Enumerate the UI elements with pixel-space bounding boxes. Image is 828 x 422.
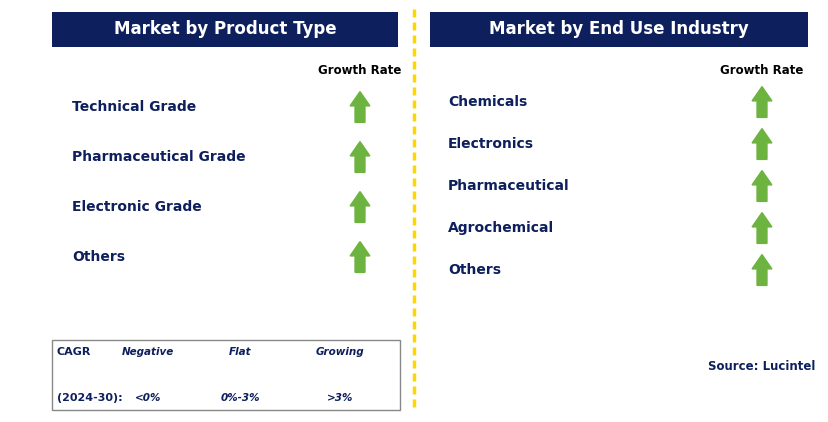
Text: Market by Product Type: Market by Product Type — [113, 21, 336, 38]
Text: Growing: Growing — [315, 347, 363, 357]
Text: Others: Others — [72, 250, 125, 264]
Text: Growth Rate: Growth Rate — [318, 63, 402, 76]
FancyBboxPatch shape — [52, 340, 400, 410]
Text: Negative: Negative — [122, 347, 174, 357]
Text: Electronics: Electronics — [447, 137, 533, 151]
Polygon shape — [751, 129, 771, 160]
Text: >3%: >3% — [326, 393, 353, 403]
Polygon shape — [371, 365, 384, 385]
Text: CAGR: CAGR — [57, 347, 91, 357]
Polygon shape — [751, 254, 771, 285]
Text: Flat: Flat — [229, 347, 251, 357]
Text: Pharmaceutical: Pharmaceutical — [447, 179, 569, 193]
FancyBboxPatch shape — [430, 12, 807, 47]
FancyBboxPatch shape — [52, 12, 397, 47]
Polygon shape — [751, 213, 771, 243]
Text: Agrochemical: Agrochemical — [447, 221, 553, 235]
Text: (2024-30):: (2024-30): — [57, 393, 123, 403]
Polygon shape — [751, 87, 771, 117]
Polygon shape — [349, 242, 369, 272]
Text: <0%: <0% — [135, 393, 161, 403]
Text: Market by End Use Industry: Market by End Use Industry — [489, 21, 748, 38]
Polygon shape — [265, 368, 288, 381]
Text: Others: Others — [447, 263, 500, 277]
Polygon shape — [349, 92, 369, 122]
Text: Electronic Grade: Electronic Grade — [72, 200, 201, 214]
Polygon shape — [751, 170, 771, 201]
Polygon shape — [349, 192, 369, 222]
Text: 0%-3%: 0%-3% — [220, 393, 259, 403]
Text: Chemicals: Chemicals — [447, 95, 527, 109]
Polygon shape — [349, 142, 369, 173]
Text: Growth Rate: Growth Rate — [720, 63, 802, 76]
Polygon shape — [176, 365, 190, 385]
Text: Technical Grade: Technical Grade — [72, 100, 196, 114]
Text: Source: Lucintel: Source: Lucintel — [707, 360, 815, 373]
Text: Pharmaceutical Grade: Pharmaceutical Grade — [72, 150, 245, 164]
